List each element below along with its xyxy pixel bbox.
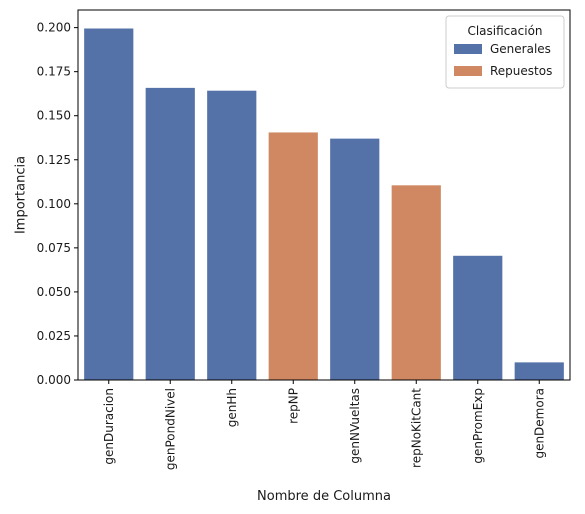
x-tick-label: genDemora	[532, 388, 546, 459]
x-tick-label: repNP	[286, 388, 300, 424]
legend-swatch	[454, 44, 482, 54]
legend: Clasificación Generales Repuestos	[445, 15, 565, 89]
y-tick-label: 0.200	[37, 21, 71, 35]
bar-repNoKitCant	[391, 185, 441, 380]
bar-genHh	[207, 90, 257, 380]
y-axis: 0.000 0.025 0.050 0.075 0.100 0.125 0.150 0.175…	[37, 21, 78, 387]
y-tick-label: 0.150	[37, 109, 71, 123]
y-tick-label: 0.125	[37, 153, 71, 167]
y-tick-label: 0.050	[37, 285, 71, 299]
x-axis-label: Nombre de Columna	[257, 489, 391, 504]
x-axis: genDuracion genPondNivel genHh repNP genNVue…	[102, 380, 546, 470]
x-tick-label: genPromExp	[471, 388, 485, 464]
y-tick-label: 0.000	[37, 373, 71, 387]
bars-layer	[84, 28, 564, 380]
x-tick-label: genPondNivel	[163, 388, 177, 470]
y-tick-label: 0.075	[37, 241, 71, 255]
x-tick-label: genHh	[225, 388, 239, 427]
y-tick-label: 0.025	[37, 329, 71, 343]
plot-frame	[77, 9, 571, 381]
y-tick-label: 0.100	[37, 197, 71, 211]
legend-title: Clasificación	[467, 24, 542, 38]
x-tick-label: repNoKitCant	[409, 388, 423, 468]
y-axis-label: Importancia	[14, 156, 29, 234]
bar-genPondNivel	[145, 87, 195, 380]
x-tick-label: genDuracion	[102, 388, 116, 465]
x-tick-label: genNVueltas	[348, 388, 362, 464]
bar-genNVueltas	[330, 138, 380, 380]
bar-genPromExp	[453, 255, 503, 380]
bar-genDemora	[514, 362, 564, 380]
y-tick-label: 0.175	[37, 65, 71, 79]
bar-genDuracion	[84, 28, 134, 380]
legend-entry-label: Generales	[490, 42, 551, 56]
legend-swatch	[454, 66, 482, 76]
legend-entry-label: Repuestos	[490, 64, 552, 78]
bar-repNP	[268, 132, 318, 380]
